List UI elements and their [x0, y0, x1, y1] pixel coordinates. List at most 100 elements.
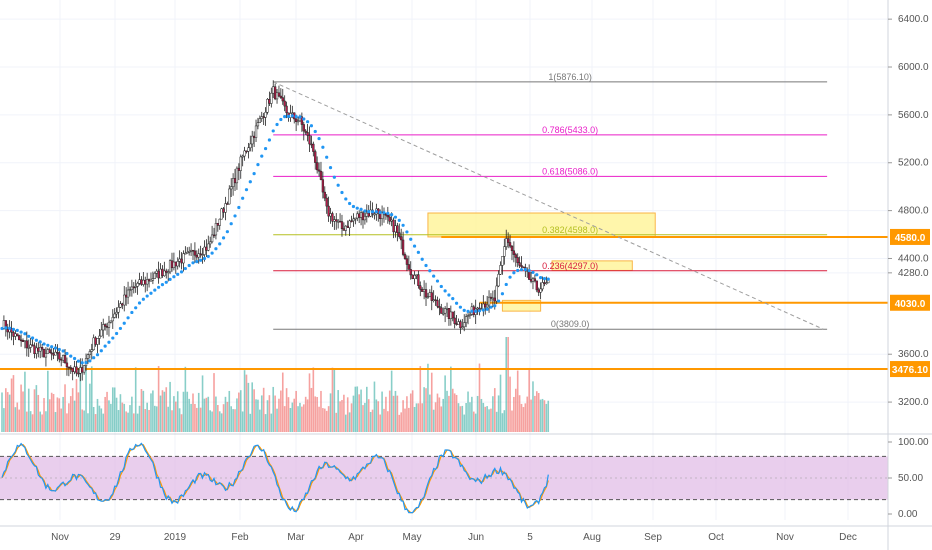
volume-bar: [134, 367, 137, 432]
volume-bar: [274, 395, 276, 432]
volume-bar: [62, 396, 64, 432]
ema-dot: [512, 271, 516, 275]
volume-bar: [111, 387, 114, 432]
volume-bar: [136, 413, 139, 432]
candle-body: [96, 338, 99, 345]
trendline[interactable]: [273, 81, 824, 330]
candle-body: [308, 135, 311, 145]
ema-dots: [0, 114, 550, 365]
candle-body: [94, 337, 97, 345]
volume-bar: [285, 388, 288, 432]
candle-body: [505, 238, 508, 247]
ema-dot: [508, 275, 512, 279]
candle-body: [168, 260, 172, 273]
volume-bar: [358, 394, 360, 432]
ema-dot: [19, 330, 23, 334]
volume-bar: [249, 413, 252, 432]
volume-bar: [192, 393, 194, 432]
candle-body: [222, 208, 225, 213]
candle-body: [52, 353, 55, 356]
candle-body: [346, 225, 349, 228]
volume-bar: [436, 393, 439, 432]
candle-body: [134, 286, 137, 288]
volume-bar: [3, 408, 5, 432]
volume-bar: [385, 396, 387, 432]
volume-bar: [266, 400, 269, 432]
candle-body: [167, 271, 170, 274]
fibonacci-retracement[interactable]: 1(5876.10) 0.786(5433.0) 0.618(5086.0) 0.38…: [273, 72, 828, 330]
volume-bar: [377, 401, 380, 432]
volume-bar: [96, 398, 99, 432]
volume-bar: [528, 367, 530, 432]
volume-bar: [446, 390, 448, 432]
volume-bar: [438, 397, 441, 432]
candle-body: [373, 213, 376, 216]
ema-dot: [317, 136, 321, 141]
candle-body: [522, 266, 525, 269]
candle-body: [499, 265, 502, 275]
ema-dot: [286, 114, 291, 118]
candle-body: [386, 214, 389, 218]
volume-bar: [75, 379, 78, 432]
volume-bar: [209, 410, 211, 432]
candle-body: [455, 323, 458, 325]
fib-label: 1(5876.10): [548, 72, 592, 82]
candle-body: [445, 308, 449, 310]
volume-bar: [492, 396, 494, 432]
candle-body: [463, 322, 466, 328]
volume-bar: [518, 395, 521, 432]
volume-bar: [312, 367, 315, 432]
ema-dot: [531, 270, 535, 274]
price-tick-label: 5600.0: [898, 110, 929, 121]
ema-dot: [435, 279, 440, 283]
volume-bar: [178, 408, 181, 432]
horizontal-levels[interactable]: [0, 235, 888, 371]
ema-dot: [248, 180, 252, 184]
candle-body: [155, 270, 158, 274]
candle-body: [300, 116, 304, 125]
ema-dot: [214, 247, 218, 251]
volume-bar: [301, 406, 303, 432]
volume-bar: [234, 409, 236, 432]
candle-body: [46, 349, 49, 354]
volume-bar: [364, 402, 366, 432]
ema-dot: [321, 145, 325, 149]
candle-body: [254, 125, 258, 138]
ema-dot: [153, 288, 157, 292]
volume-bar: [537, 393, 540, 432]
candle-body: [440, 307, 443, 314]
volume-bar: [541, 398, 544, 432]
volume-bar: [419, 366, 422, 432]
fib-label: 0.618(5086.0): [542, 166, 598, 176]
ema-dot: [191, 261, 195, 265]
candle-body: [113, 313, 116, 318]
candle-body: [367, 212, 370, 217]
candle-body: [182, 253, 185, 264]
candle-body: [333, 219, 336, 222]
volume-bar: [299, 402, 301, 432]
ema-dot: [325, 155, 329, 159]
volume-bar: [150, 393, 152, 432]
ema-dot: [359, 207, 363, 212]
candle-body: [388, 216, 391, 222]
candle-body: [205, 246, 208, 251]
ema-dot: [294, 115, 298, 119]
candle-body: [56, 351, 59, 354]
ema-dot: [4, 326, 8, 330]
candle-body: [256, 122, 260, 127]
volume-bar: [43, 398, 45, 432]
volume-bar: [505, 337, 508, 432]
volume-bar: [228, 390, 231, 432]
fib-label: 0(3809.0): [551, 319, 590, 329]
candle-body: [520, 265, 523, 268]
candle-body: [485, 304, 489, 308]
candle-body: [128, 289, 132, 291]
ema-dot: [542, 277, 547, 281]
volume-bar: [478, 363, 481, 432]
candle-body: [392, 219, 395, 233]
volume-bar: [461, 405, 464, 432]
ema-dot: [118, 326, 123, 331]
ema-dot: [263, 146, 268, 151]
ema-dot: [221, 236, 226, 240]
